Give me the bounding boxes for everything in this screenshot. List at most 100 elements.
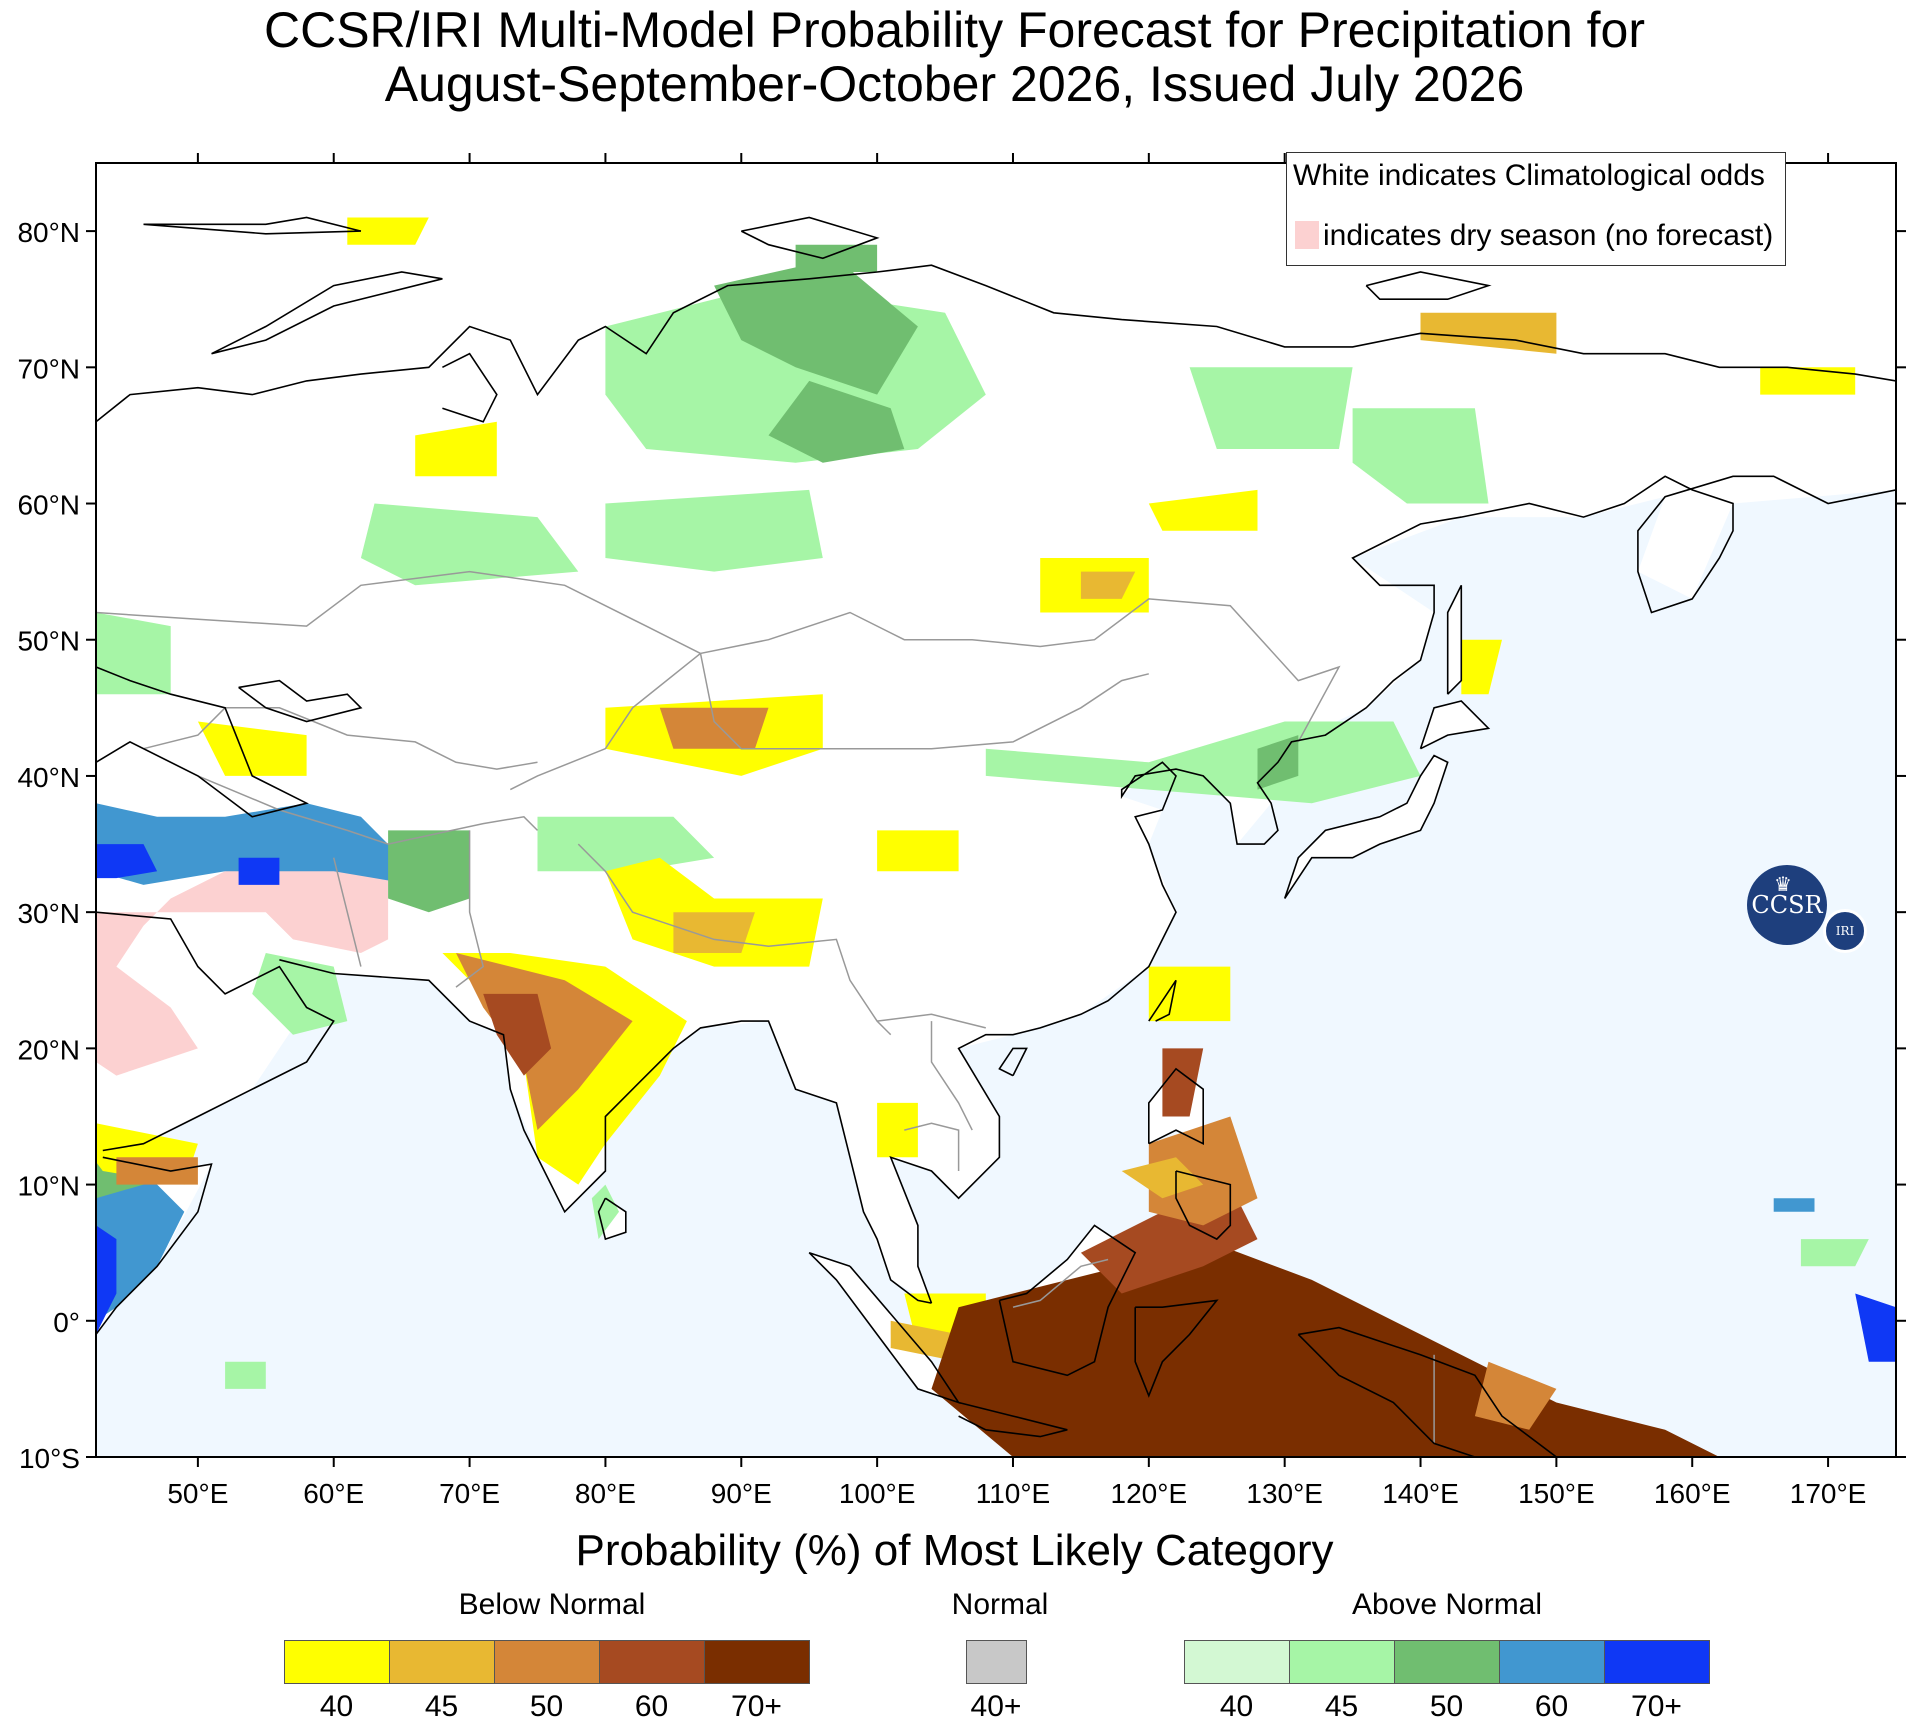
above-normal-swatch [1394,1640,1500,1684]
lat-label: 70°N [17,353,80,384]
lon-label: 70°E [439,1478,500,1509]
island-land [1420,701,1489,749]
forecast-region-below [347,217,429,245]
coastline [1283,754,1449,899]
map-legend: White indicates Climatological odds indi… [1286,152,1786,266]
coastline [442,352,498,423]
coastline [279,959,932,1304]
lat-label: 10°N [17,1171,80,1202]
coastline [96,264,1896,423]
lon-label: 100°E [839,1478,916,1509]
legend-dry-season: indicates dry season (no forecast) [1323,219,1774,252]
lon-label: 110°E [976,1478,1051,1509]
lon-label: 90°E [711,1478,772,1509]
forecast-region-below [1162,1048,1204,1117]
forecast-region-above [96,844,158,879]
below-normal-swatch [284,1640,390,1684]
coastline [96,1156,213,1335]
ccsr-logo: CCSR [1747,865,1827,945]
country-border [509,598,1341,791]
forecast-region-above [537,816,715,872]
country-border [577,843,892,1036]
forecast-region-above [1352,408,1489,504]
lon-label: 160°E [1654,1478,1731,1509]
above-normal-value: 60 [1534,1690,1569,1723]
above-normal-swatch [1604,1640,1710,1684]
island-land [1284,755,1448,899]
forecast-region-above [225,1361,266,1389]
lat-label: 10°S [19,1443,80,1474]
coastline [998,1224,1137,1377]
forecast-region-below [1420,312,1557,354]
forecast-region-below [1474,1361,1557,1430]
forecast-region-above [985,721,1421,804]
coastline [889,475,1896,1304]
forecast-region-above [714,258,918,395]
lon-label: 50°E [167,1478,228,1509]
lon-label: 170°E [1790,1478,1867,1509]
forecast-region-below [877,1102,918,1158]
below-normal-swatch [599,1640,705,1684]
forecast-region-below [659,707,769,749]
coastline [211,271,443,355]
lon-label: 130°E [1246,1478,1323,1509]
legend-climatological-odds: White indicates Climatological odds [1293,159,1765,192]
forecast-region-below [197,721,307,776]
below-normal-value: 60 [634,1690,669,1723]
coastline [958,1401,1068,1438]
below-normal-label: Below Normal [458,1588,646,1621]
lat-label: 0° [53,1307,80,1338]
map-axes: 80°N 70°N 60°N 50°N 40°N 30°N 20°N 10°N 0° 10°S 50… [17,153,1906,1509]
country-border [96,570,701,655]
above-normal-swatch [1499,1640,1605,1684]
forecast-region-above [252,953,348,1035]
country-border [143,707,538,770]
forecast-region-above [1855,1293,1896,1362]
forecast-region-above [768,380,905,463]
above-normal-value: 70+ [1631,1690,1682,1723]
coastline [238,679,363,723]
forecast-region-below [116,1157,198,1185]
coastline [1297,1326,1558,1457]
lon-label: 140°E [1382,1478,1459,1509]
forecast-region-above [1800,1239,1869,1267]
country-border [877,1013,986,1029]
lat-label: 60°N [17,490,80,521]
forecast-region-below [1080,571,1136,599]
island-land [1447,585,1462,695]
coastline [1175,1170,1232,1241]
forecast-region-dry [96,857,389,1076]
below-normal-swatch [494,1640,600,1684]
island-land [809,1252,959,1403]
coastline [1148,1067,1204,1145]
ccsr-logo-text: CCSR [1751,891,1823,919]
lat-label: 30°N [17,898,80,929]
coastline [1419,700,1491,750]
normal-swatch [966,1640,1027,1684]
colorbar-title: Probability (%) of Most Likely Category [575,1526,1334,1575]
forecast-region-above [795,244,878,272]
lon-label: 120°E [1111,1478,1188,1509]
lat-label: 80°N [17,217,80,248]
title-line-1: CCSR/IRI Multi-Model Probability Forecas… [263,2,1645,58]
forecast-region-above [96,1157,185,1321]
normal-label: Normal [951,1588,1049,1621]
lat-label: 40°N [17,762,80,793]
map-plot-area [96,163,1896,1457]
forecast-region-above [388,830,470,913]
forecast-region-below [483,993,552,1076]
forecast-region-above [96,1225,117,1335]
coastline [1365,271,1492,300]
country-border [1012,1258,1109,1308]
title-line-2: August-September-October 2026, Issued Ju… [384,56,1525,112]
map-frame [95,162,1897,1458]
coastline [96,911,335,1152]
forecast-region-below [877,830,959,872]
forecast-region-below [1461,639,1502,695]
forecast-region-above [1773,1198,1815,1212]
lon-label: 80°E [575,1478,636,1509]
coastline [1148,979,1177,1022]
country-border [455,830,485,988]
country-border [904,1122,960,1171]
